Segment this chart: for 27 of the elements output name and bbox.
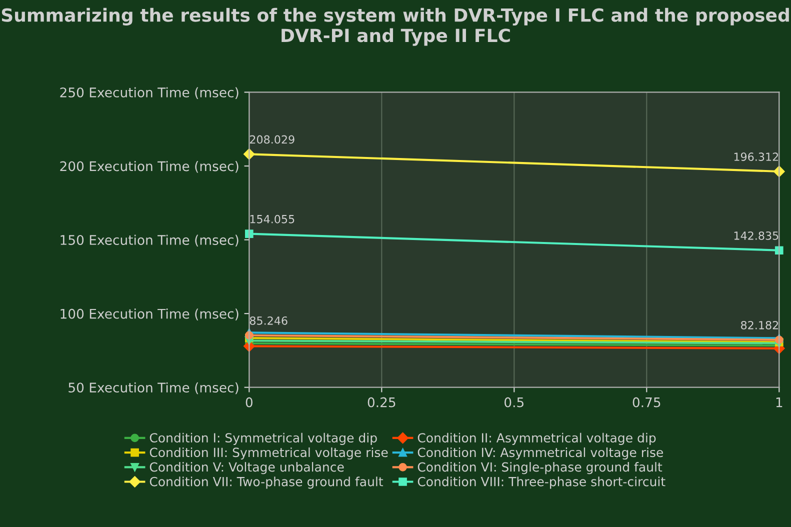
data-label: 142.835 [734, 231, 778, 240]
x-tick-label: 1 [776, 397, 782, 408]
point [245, 230, 254, 238]
data-label: 82.182 [741, 320, 778, 330]
legend-label: Condition IV: Asymmetrical voltage rise [418, 447, 664, 460]
x-tick-label: 0.5 [504, 397, 524, 408]
legend-label: Condition I: Symmetrical voltage dip [150, 432, 377, 445]
y-tick-label: 150 Execution Time (msec) [60, 234, 238, 247]
y-tick-label: 100 Execution Time (msec) [60, 308, 238, 320]
data-label: 85.246 [250, 316, 288, 325]
point [774, 246, 784, 255]
data-label: 154.055 [250, 214, 294, 224]
data-label: 196.312 [734, 152, 778, 161]
y-tick-label: 200 Execution Time (msec) [60, 160, 238, 173]
legend-label: Condition III: Symmetrical voltage rise [150, 447, 388, 460]
legend-label: Condition VIII: Three-phase short-circuit [418, 476, 666, 489]
y-tick-label: 250 Execution Time (msec) [60, 87, 238, 99]
legend-label: Condition II: Asymmetrical voltage dip [418, 432, 656, 445]
x-tick-label: 0 [246, 397, 252, 408]
data-label: 208.029 [250, 135, 294, 144]
legend-label: Condition VI: Single-phase ground fault [418, 462, 662, 474]
x-tick-label: 0.25 [368, 397, 396, 408]
legend-label: Condition VII: Two-phase ground fault [150, 476, 384, 489]
legend-label: Condition V: Voltage unbalance [150, 462, 344, 474]
x-tick-label: 0.75 [632, 397, 660, 408]
y-tick-label: 50 Execution Time (msec) [68, 382, 238, 394]
chart-title: Summarizing the results of the system with DVR-Type I FLC and the proposed DVR-PI and Type II FLC [2, 8, 789, 46]
